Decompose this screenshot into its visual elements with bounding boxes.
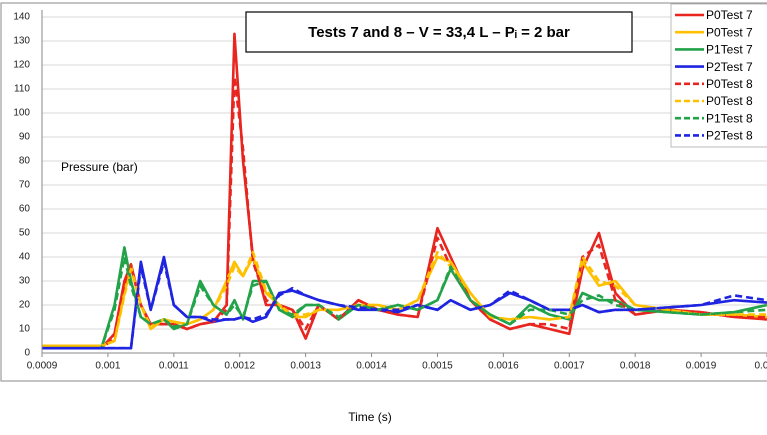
x-tick-label: 0.0012 [224,361,255,372]
y-axis-label: Pressure (bar) [61,160,138,174]
y-tick-label: 140 [13,12,30,23]
x-tick-label: 0.0016 [488,361,519,372]
plot-lines [42,32,767,350]
x-tick-label: 0.0013 [290,361,321,372]
x-tick-label: 0.002 [754,361,767,372]
chart-title: Tests 7 and 8 – V = 33,4 L – Pᵢ = 2 bar [308,24,570,41]
y-tick-label: 130 [13,36,30,47]
x-tick-label: 0.0014 [356,361,387,372]
y-tick-label: 30 [19,276,31,287]
y-tick-label: 20 [19,300,31,311]
legend: P0Test 7 P0Test 7 P1Test 7 P2Test 7 P0Test 8… [670,3,767,148]
series-line [42,75,767,350]
series-line [42,260,767,350]
y-tick-label: 70 [19,180,31,191]
legend-label: P0Test 8 [706,94,753,108]
x-tick-label: 0.001 [95,361,120,372]
x-axis-label: Time (s) [348,410,392,424]
x-tick-label: 0.0009 [27,361,58,372]
y-tick-label: 10 [19,324,31,335]
x-tick-label: 0.0017 [554,361,585,372]
x-tick-label: 0.0019 [686,361,717,372]
y-tick-label: 110 [14,84,30,95]
legend-box [670,3,767,148]
y-tick-label: 60 [19,204,31,215]
title-box [245,11,633,53]
legend-label: P0Test 7 [706,25,753,39]
legend-label: P0Test 8 [706,77,753,91]
x-tick-label: 0.0018 [620,361,651,372]
y-tick-label: 40 [19,252,31,263]
y-tick-label: 120 [13,60,30,71]
axes: 0 10 20 30 40 50 60 70 80 90 100 110 120 130 140 0.0009… [13,10,767,372]
chart-frame [0,2,767,382]
series-line [42,255,767,350]
y-tick-label: 80 [19,156,31,167]
legend-label: P2Test 7 [706,60,753,74]
y-tick-label: 90 [19,132,31,143]
legend-label: P1Test 8 [706,111,753,125]
y-tick-label: 0 [24,348,30,359]
y-tick-label: 50 [19,228,31,239]
legend-label: P0Test 7 [706,8,753,22]
x-tick-label: 0.0011 [159,361,189,372]
x-tick-label: 0.0015 [422,361,453,372]
y-tick-label: 100 [13,108,30,119]
legend-label: P2Test 8 [706,129,753,143]
legend-label: P1Test 7 [706,43,753,57]
